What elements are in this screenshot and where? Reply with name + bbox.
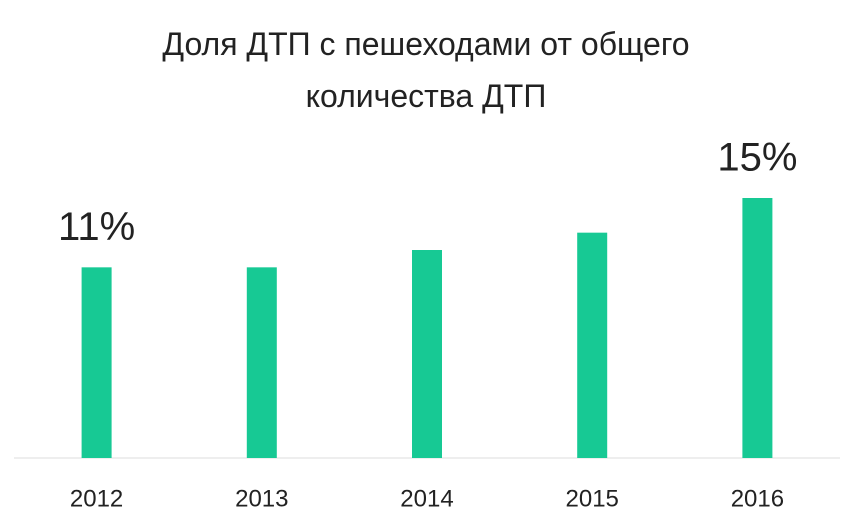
chart-title: Доля ДТП с пешеходами от общего количест… bbox=[162, 26, 690, 114]
bar bbox=[742, 198, 773, 458]
x-tick-label: 2014 bbox=[400, 485, 453, 512]
value-label: 11% bbox=[58, 205, 135, 249]
value-label: 15% bbox=[717, 136, 797, 180]
bar bbox=[577, 232, 608, 458]
bar bbox=[246, 267, 277, 458]
x-tick-label: 2012 bbox=[70, 485, 123, 512]
bar bbox=[412, 250, 442, 458]
x-tick-label: 2016 bbox=[731, 485, 784, 512]
bar bbox=[81, 267, 112, 458]
x-tick-label: 2015 bbox=[566, 485, 619, 512]
x-tick-label: 2013 bbox=[235, 485, 288, 512]
